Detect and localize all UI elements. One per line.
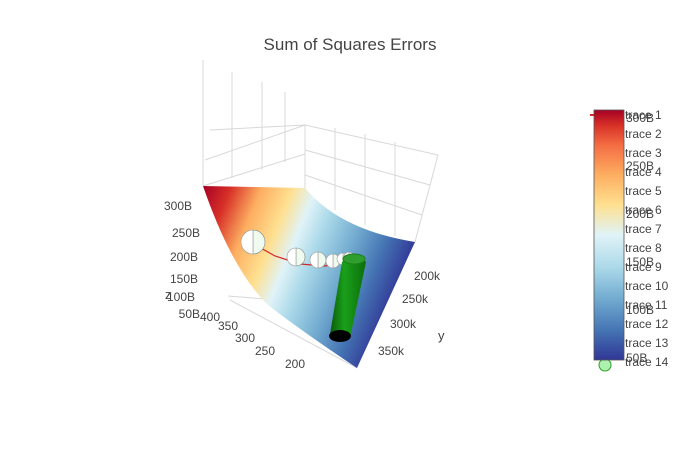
gridline	[304, 174, 423, 216]
x-tick-label: 200	[285, 357, 305, 371]
gridline	[229, 299, 358, 369]
legend-item-label: trace 6	[625, 203, 662, 217]
z-axis-ticks: 50B 100B 150B 200B 250B 300B	[164, 199, 200, 321]
disc-marker	[295, 247, 306, 267]
y-axis-ticks: 200k 250k 300k 350k	[378, 269, 441, 358]
x-tick-label: 250	[255, 344, 275, 358]
colorbar-tick-label: 200B	[626, 207, 654, 221]
legend-item-label: trace 8	[625, 241, 662, 255]
x-tick-label: 400	[200, 310, 220, 324]
z-tick-label: 100B	[167, 290, 195, 304]
z-tick-label: 250B	[172, 226, 200, 240]
colorbar-tick-label: 250B	[626, 159, 654, 173]
y-tick-label: 350k	[378, 344, 405, 358]
legend-item-label: trace 11	[625, 298, 668, 312]
z-tick-label: 200B	[170, 250, 198, 264]
z-tick-label: 300B	[164, 199, 192, 213]
legend-item-label: trace 1	[625, 108, 662, 122]
legend-item-label: trace 10	[625, 279, 669, 293]
legend-item-label: trace 7	[625, 222, 662, 236]
legend-swatch-marker	[598, 358, 612, 372]
legend-item-label: trace 13	[625, 336, 669, 350]
disc-marker-back	[325, 253, 334, 269]
trace-14-tube	[329, 253, 366, 342]
colorbar-tick-label: 50B	[626, 351, 647, 365]
legend-item-label: trace 5	[625, 184, 662, 198]
colorbar-tick-label: 100B	[626, 303, 654, 317]
disc-marker	[252, 229, 266, 255]
legend-item-label: trace 4	[625, 165, 662, 179]
disc-marker-back	[309, 251, 319, 269]
gridline	[304, 149, 431, 186]
y-tick-label: 250k	[402, 292, 429, 306]
colorbar-ticks: 50B 100B 150B 200B 250B 300B	[626, 111, 654, 365]
gridline	[204, 124, 306, 161]
legend-item-label: trace 9	[625, 260, 662, 274]
gridline	[209, 124, 306, 131]
gridline	[202, 153, 306, 187]
z-tick-label: 150B	[170, 272, 198, 286]
y-tick-label: 200k	[414, 269, 441, 283]
legend-item-label: trace 2	[625, 127, 662, 141]
disc-marker-back	[286, 247, 297, 267]
legend-item-label: trace 12	[625, 317, 669, 331]
z-tick-label: 50B	[179, 307, 200, 321]
colorbar-tick-label: 150B	[626, 255, 654, 269]
colorbar: 50B 100B 150B 200B 250B 300B	[593, 109, 654, 365]
colorbar-gradient	[593, 109, 625, 361]
x-tick-label: 350	[218, 319, 238, 333]
legend: trace 1 trace 2 trace 3 trace 4 trace 5 trace…	[590, 108, 669, 372]
disc-marker-back	[240, 229, 254, 255]
disc-markers	[240, 229, 355, 269]
y-axis-label: y	[438, 328, 445, 343]
legend-item-label: trace 14	[625, 355, 669, 369]
chart-title: Sum of Squares Errors	[264, 35, 437, 54]
z-axis-label: z	[165, 287, 172, 302]
gridline	[414, 154, 439, 243]
gridline	[304, 124, 439, 156]
colorbar-tick-label: 300B	[626, 111, 654, 125]
x-tick-label: 300	[235, 331, 255, 345]
legend-item-label: trace 3	[625, 146, 662, 160]
y-tick-label: 300k	[390, 317, 417, 331]
